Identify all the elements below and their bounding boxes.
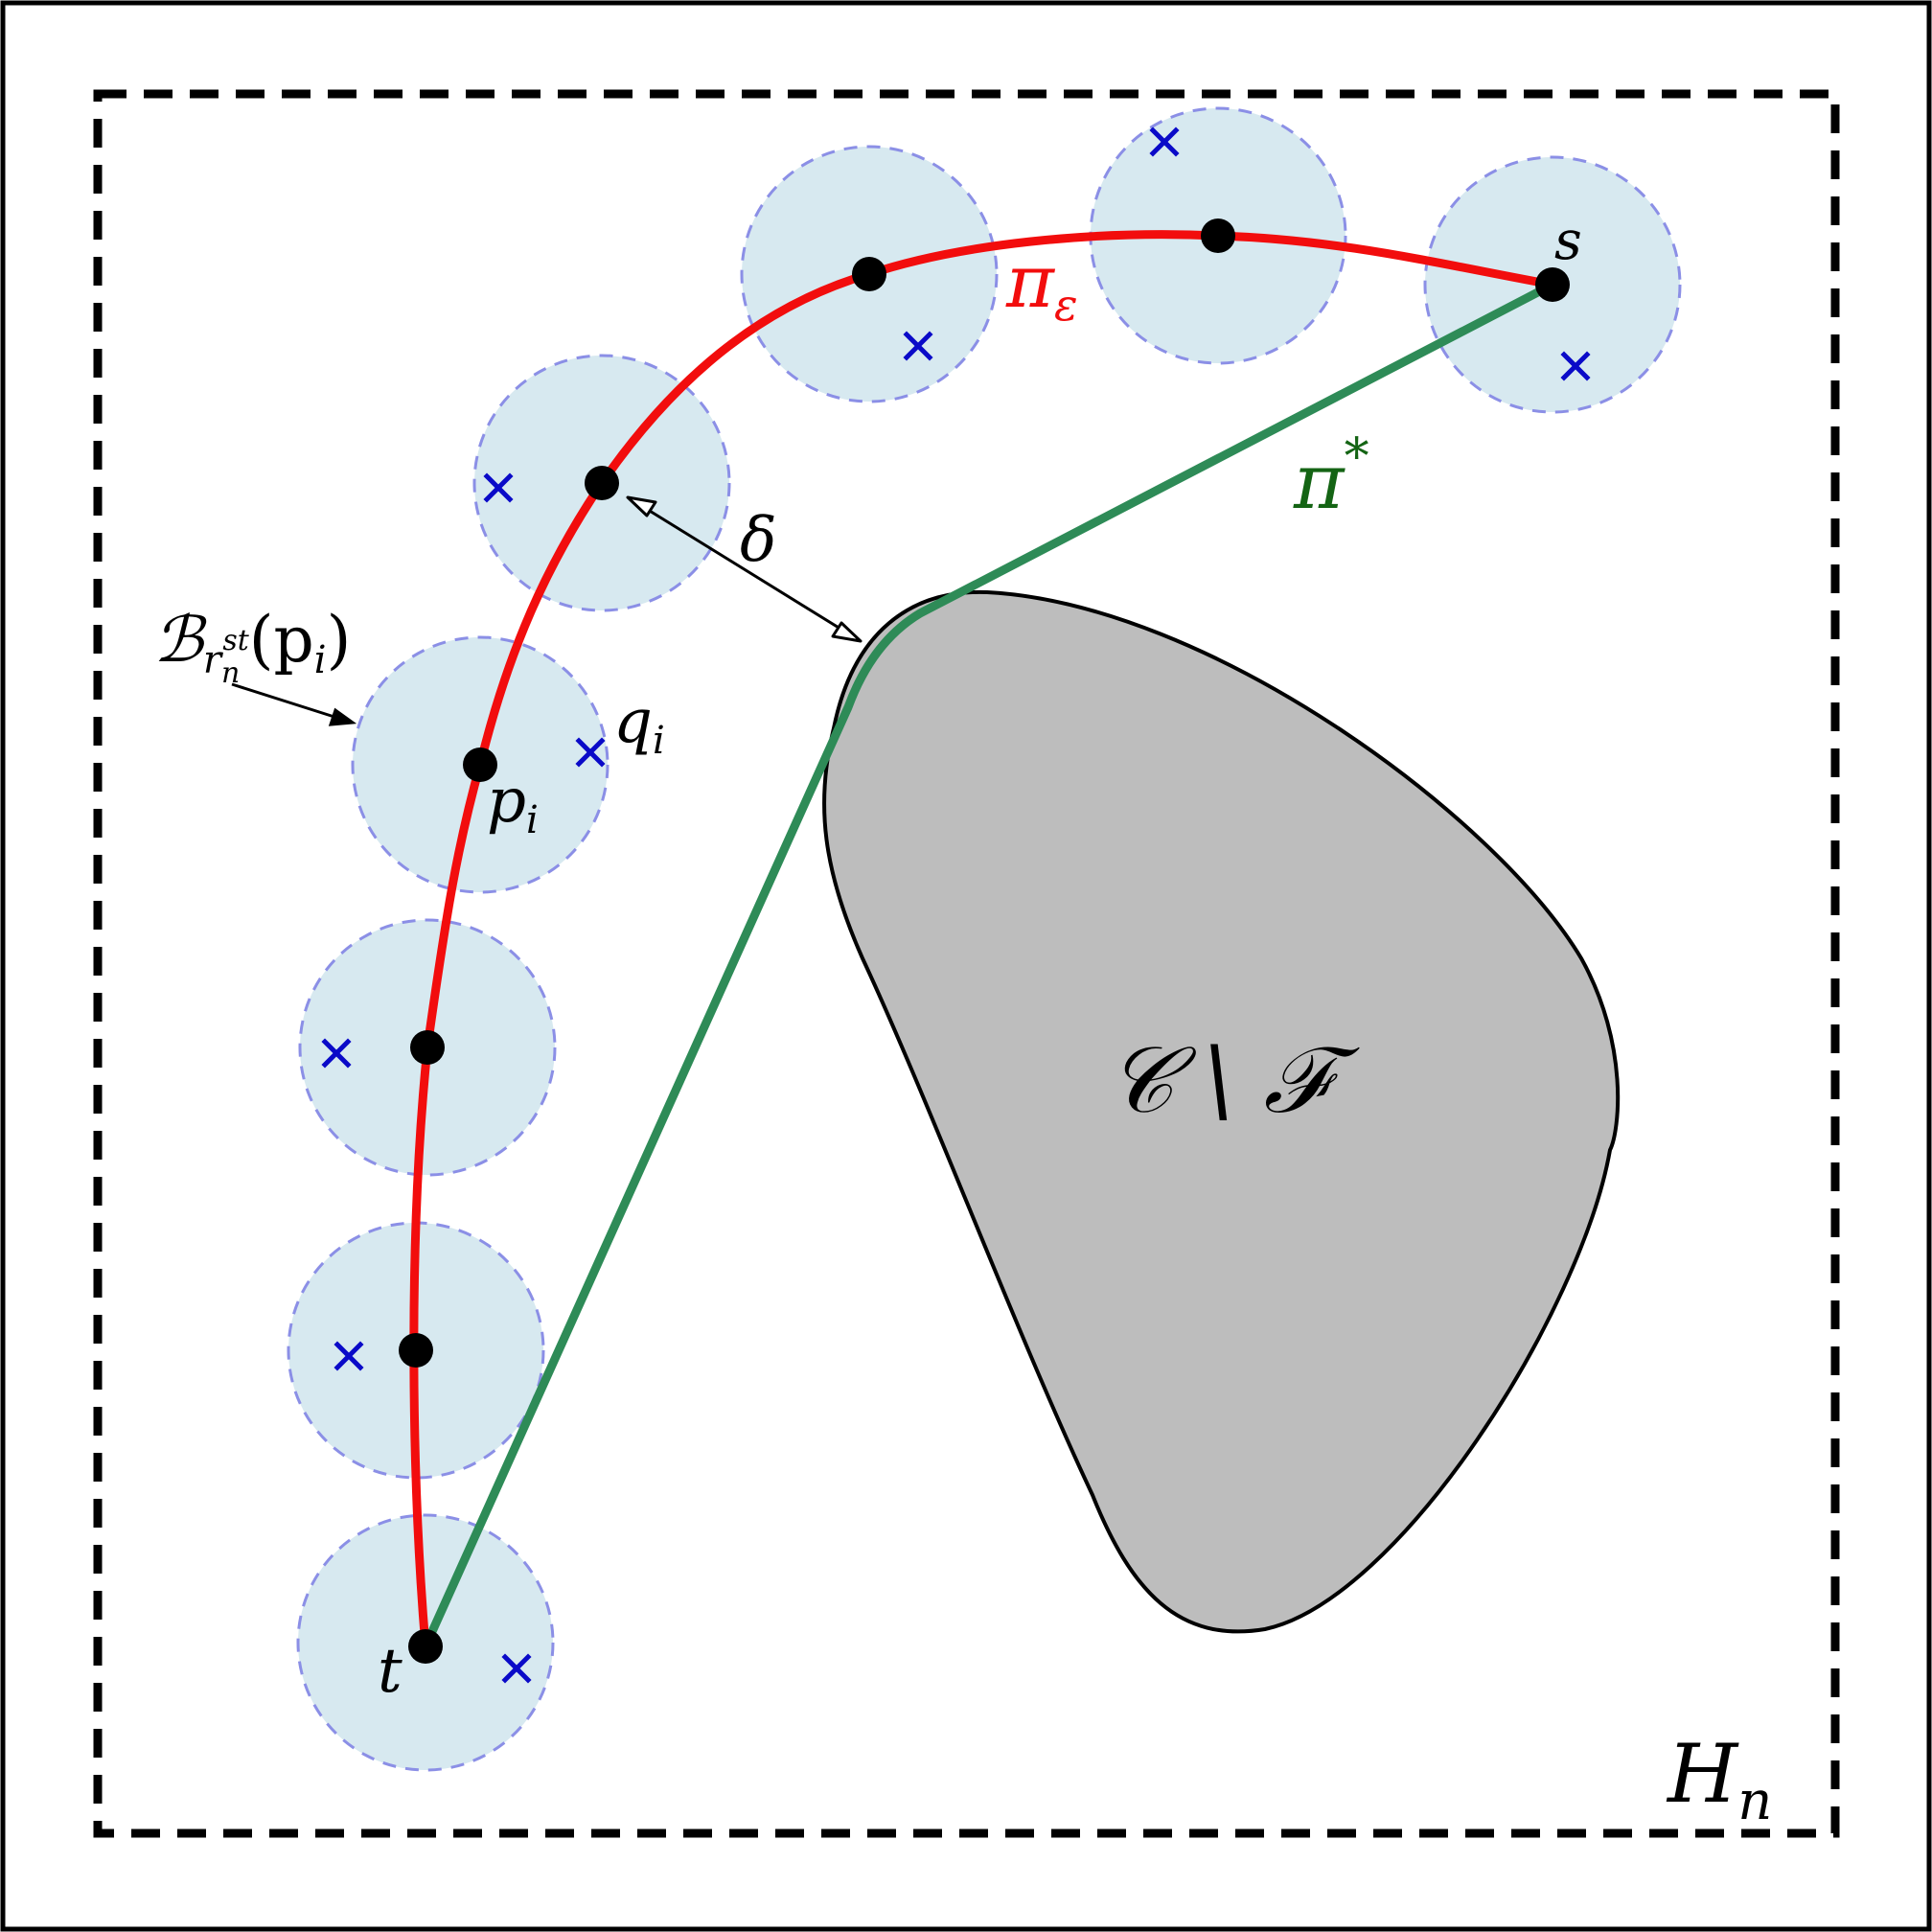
clearance-label: δ <box>740 505 777 576</box>
cross-icon <box>1560 351 1591 381</box>
cross-icon <box>1149 126 1180 157</box>
sample-label: qi <box>613 686 665 763</box>
obstacle-region <box>822 589 1621 1634</box>
cross-icon <box>321 1038 352 1069</box>
filled-circle-icon <box>585 466 619 500</box>
filled-circle-icon <box>408 1629 443 1664</box>
optimal-path-label: π* <box>1293 428 1369 526</box>
region-hn-boundary <box>93 89 1840 1838</box>
filled-circle-icon <box>1535 267 1570 302</box>
samples-group <box>321 126 1591 1684</box>
cross-icon <box>575 737 606 768</box>
ball-label-arrow <box>231 682 357 726</box>
cross-icon <box>334 1341 364 1371</box>
epsilon-path-label: πε <box>1005 239 1078 331</box>
cross-icon <box>903 331 933 361</box>
double-arrow-icon <box>626 495 862 643</box>
obstacle-label: 𝒞 \ ℱ <box>1107 1026 1360 1134</box>
filled-circle-icon <box>463 748 497 782</box>
filled-circle-icon <box>399 1333 433 1368</box>
region-label: Hn <box>1666 1727 1772 1832</box>
cross-icon <box>501 1653 532 1684</box>
start-label: s <box>1554 210 1582 272</box>
filled-circle-icon <box>852 257 886 291</box>
filled-circle-icon <box>1201 218 1235 253</box>
waypoint-label: pi <box>487 766 539 842</box>
goal-label: t <box>378 1636 402 1707</box>
waypoints-group <box>399 218 1570 1664</box>
ball-label: ℬrnst(pi) <box>153 603 351 690</box>
cross-icon <box>483 472 514 503</box>
filled-circle-icon <box>410 1030 445 1065</box>
optimal-path <box>421 281 1555 1648</box>
